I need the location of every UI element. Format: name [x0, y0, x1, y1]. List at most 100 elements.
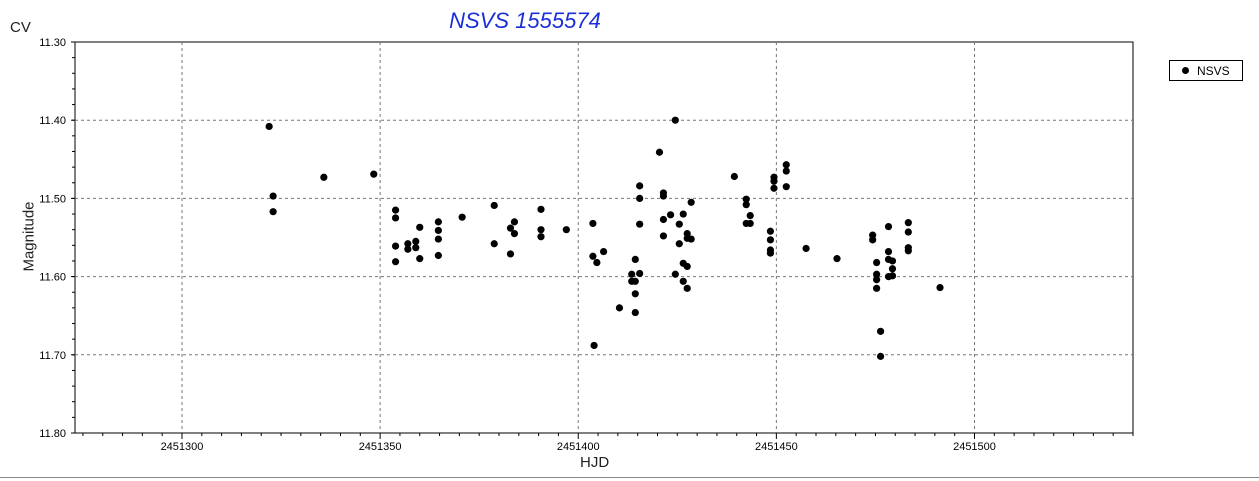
data-point — [636, 182, 644, 190]
legend: NSVS — [1169, 60, 1243, 81]
data-point — [730, 172, 738, 181]
data-point — [671, 116, 679, 124]
data-point — [269, 192, 277, 200]
data-point — [675, 240, 683, 248]
data-point — [936, 283, 944, 292]
data-point — [370, 170, 378, 178]
data-point — [659, 215, 668, 224]
data-point — [884, 222, 893, 231]
data-point — [589, 252, 597, 260]
data-point — [510, 218, 519, 226]
data-point — [615, 304, 624, 312]
data-point — [537, 233, 545, 241]
data-point — [802, 244, 810, 253]
data-point — [766, 236, 775, 244]
data-point — [742, 201, 750, 209]
y-axis-label: Magnitude — [20, 201, 38, 272]
data-point — [631, 290, 639, 298]
unit-label: CV — [10, 19, 31, 36]
chart-title: NSVS 1555574 — [449, 8, 601, 33]
data-point — [506, 250, 515, 258]
data-point — [600, 247, 608, 256]
data-point — [631, 255, 639, 263]
data-point — [320, 173, 328, 181]
data-point — [391, 258, 400, 266]
data-point — [782, 183, 790, 191]
data-point — [490, 201, 498, 210]
data-point — [687, 235, 695, 243]
data-point — [265, 122, 273, 131]
data-point — [537, 205, 545, 213]
x-tick-label: 2451350 — [359, 441, 402, 453]
data-point — [873, 258, 881, 267]
data-point — [770, 177, 778, 185]
data-point — [631, 308, 639, 317]
plot-area — [74, 41, 1134, 434]
y-tick-label: 11.30 — [39, 37, 66, 49]
data-point — [873, 270, 881, 278]
data-point — [434, 251, 442, 260]
data-point — [593, 258, 601, 267]
data-point — [770, 184, 778, 192]
x-tick-label: 2451450 — [755, 441, 798, 453]
data-point — [746, 219, 754, 228]
data-point — [904, 219, 912, 227]
data-point — [490, 240, 498, 248]
data-point — [766, 249, 775, 257]
grid — [75, 42, 1133, 433]
data-point — [412, 244, 420, 252]
data-point — [873, 284, 881, 292]
data-point — [782, 161, 790, 169]
x-tick-label: 2451300 — [161, 441, 204, 453]
data-point — [391, 206, 400, 214]
legend-marker-icon — [1182, 67, 1189, 74]
axes: 11.30 11.40 11.50 11.60 11.70 11.80 2451300 245… — [39, 37, 1134, 453]
data-point — [628, 270, 636, 278]
y-tick-label: 11.40 — [39, 115, 66, 127]
data-point — [683, 262, 691, 271]
data-point — [671, 270, 679, 278]
y-tick-label: 11.50 — [39, 193, 66, 205]
data-point — [869, 236, 877, 244]
data-point — [391, 242, 400, 250]
data-point — [510, 229, 519, 238]
y-tick-label: 11.60 — [39, 272, 66, 284]
data-point — [636, 194, 644, 202]
data-point — [391, 214, 400, 222]
data-point — [876, 352, 885, 360]
data-point — [458, 213, 466, 221]
data-point — [537, 226, 545, 234]
data-point — [269, 208, 277, 216]
data-point — [636, 269, 644, 278]
data-point — [884, 247, 893, 256]
data-point — [904, 228, 912, 236]
data-point — [782, 167, 790, 175]
data-point — [888, 265, 897, 273]
data-point — [404, 245, 412, 253]
data-point — [562, 226, 570, 234]
data-point — [675, 220, 683, 228]
legend-label: NSVS — [1197, 63, 1230, 78]
y-tick-label: 11.70 — [39, 350, 66, 362]
x-tick-label: 2451500 — [953, 441, 996, 453]
data-point — [888, 272, 897, 280]
data-point — [416, 255, 424, 263]
data-point — [434, 235, 442, 243]
data-point — [679, 210, 687, 218]
data-point — [873, 276, 881, 284]
data-point — [590, 341, 598, 350]
data-points — [265, 116, 944, 360]
data-point — [904, 247, 912, 255]
x-axis-label: HJD — [580, 454, 610, 471]
y-tick-label: 11.80 — [39, 428, 66, 440]
data-point — [412, 237, 420, 246]
data-point — [833, 255, 841, 263]
data-point — [746, 212, 754, 220]
data-point — [888, 257, 897, 265]
data-point — [687, 198, 695, 206]
data-point — [659, 192, 668, 200]
x-tick-label: 2451400 — [557, 441, 600, 453]
data-point — [404, 240, 412, 248]
data-point — [434, 226, 442, 235]
